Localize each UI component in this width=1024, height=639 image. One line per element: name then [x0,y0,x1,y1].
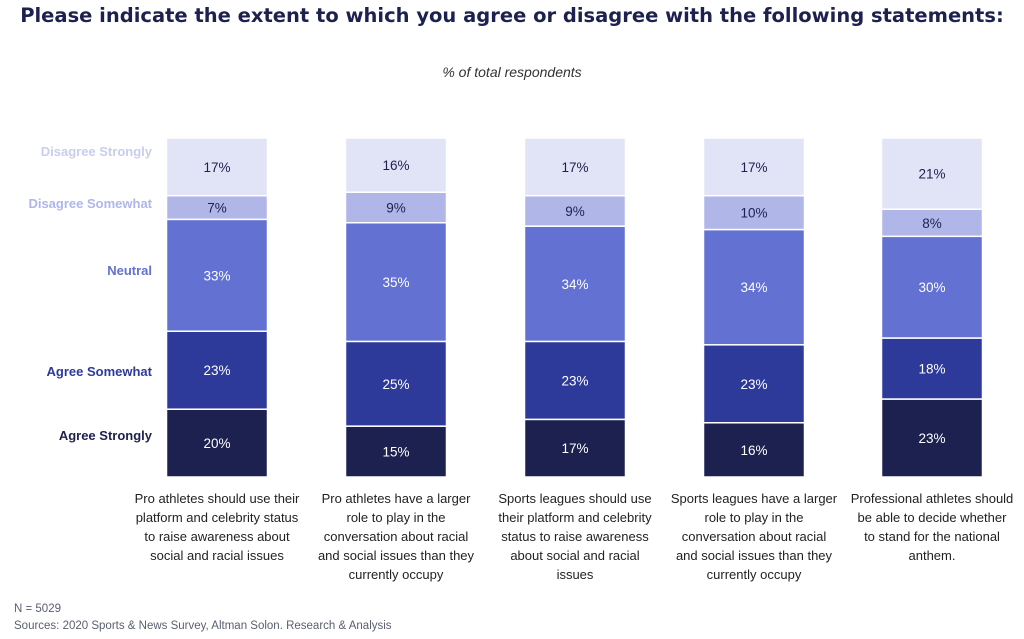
category-label: their platform and celebrity [498,510,652,525]
stacked-bar-chart: 20% 23% 33% 7% 17% Pro athletes should use th… [28,137,1014,582]
category-label: Pro athletes have a larger [322,491,472,506]
bar-segment [523,340,627,421]
category-label: currently occupy [349,567,444,582]
category-label: status to raise awareness [501,529,649,544]
data-label: 20% [203,436,230,451]
data-label: 16% [740,443,767,458]
data-label: 35% [382,275,409,290]
data-label: 23% [740,377,767,392]
bar-segment [523,194,627,227]
bar-segment [165,408,269,478]
data-label: 23% [203,363,230,378]
data-label: 15% [382,445,409,460]
category-label: Pro athletes should use their [135,491,300,506]
bar-segment [344,191,448,224]
bar-segment [880,137,984,210]
bar-segment [702,137,806,197]
bar-segment [702,344,806,424]
legend-entry: Agree Strongly [59,428,153,443]
data-label: 9% [565,204,585,219]
bar-segment [880,337,984,400]
category-label: Sports leagues should use [498,491,651,506]
data-label: 23% [918,431,945,446]
bar-segment [165,218,269,332]
category-label: and social issues than they [318,548,475,563]
category-label: Professional athletes should [851,491,1014,506]
data-label: 9% [386,200,406,215]
data-label: 17% [203,160,230,175]
category-label: issues [557,567,594,582]
chart-title: Please indicate the extent to which you … [20,4,1004,27]
bar-segment [523,225,627,343]
bar-segment [165,137,269,197]
legend-entry: Neutral [107,263,152,278]
category-label: conversation about racial [324,529,469,544]
data-label: 21% [918,167,945,182]
category-label: about social and racial [510,548,639,563]
data-label: 17% [740,160,767,175]
data-label: 33% [203,268,230,283]
data-label: 30% [918,280,945,295]
category-label: to raise awareness about [144,529,290,544]
bar-segment [702,422,806,478]
category-label: role to play in the [704,510,803,525]
category-label: platform and celebrity status [136,510,299,525]
data-label: 23% [561,373,588,388]
bar-segment [344,425,448,478]
data-label: 34% [561,277,588,292]
category-label: anthem. [909,548,956,563]
bar-segment [523,418,627,478]
bar-segment [344,137,448,193]
category-label: conversation about racial [682,529,827,544]
sample-size-note: N = 5029 [14,603,61,615]
data-label: 17% [561,441,588,456]
data-label: 17% [561,160,588,175]
bar-segment [165,330,269,410]
bar-segment [880,235,984,339]
category-label: currently occupy [707,567,802,582]
bar-segment [344,340,448,427]
bar-segment [880,208,984,238]
category-label: be able to decide whether [858,510,1008,525]
category-label: Sports leagues have a larger [671,491,838,506]
data-label: 16% [382,158,409,173]
data-label: 18% [918,362,945,377]
data-label: 34% [740,280,767,295]
data-label: 10% [740,206,767,221]
data-label: 25% [382,377,409,392]
chart-subtitle: % of total respondents [442,64,582,80]
category-label: and social issues than they [676,548,833,563]
bar-segment [523,137,627,197]
category-label: social and racial issues [150,548,284,563]
category-label: to stand for the national [864,529,1000,544]
bar-segment [702,228,806,346]
bar-segment [880,398,984,478]
legend-entry: Disagree Strongly [41,144,153,159]
category-label: role to play in the [346,510,445,525]
data-label: 7% [207,200,227,215]
data-label: 8% [922,216,942,231]
legend-entry: Agree Somewhat [47,364,153,379]
sources-note: Sources: 2020 Sports & News Survey, Altm… [14,620,392,632]
legend-entry: Disagree Somewhat [28,196,152,211]
bar-segment [702,194,806,231]
bar-segment [344,222,448,343]
